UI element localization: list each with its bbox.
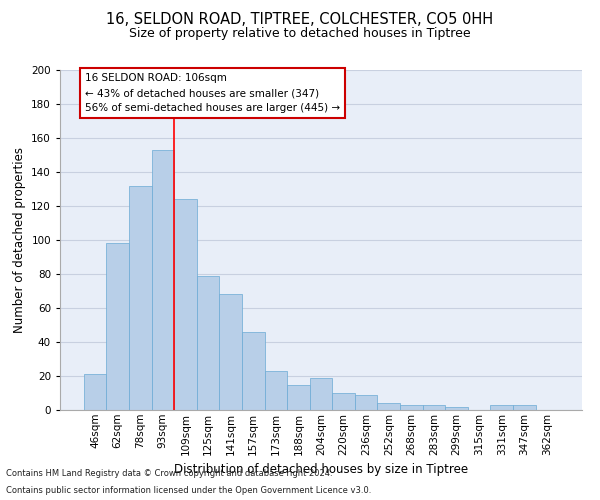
- Bar: [445, 406, 468, 410]
- Bar: [310, 378, 332, 410]
- Bar: [152, 150, 174, 410]
- Bar: [220, 294, 242, 410]
- Bar: [287, 384, 310, 410]
- Y-axis label: Number of detached properties: Number of detached properties: [13, 147, 26, 333]
- Text: Size of property relative to detached houses in Tiptree: Size of property relative to detached ho…: [129, 28, 471, 40]
- Text: 16, SELDON ROAD, TIPTREE, COLCHESTER, CO5 0HH: 16, SELDON ROAD, TIPTREE, COLCHESTER, CO…: [106, 12, 494, 28]
- Bar: [355, 394, 377, 410]
- Bar: [242, 332, 265, 410]
- Bar: [490, 405, 513, 410]
- Bar: [84, 374, 106, 410]
- Bar: [377, 403, 400, 410]
- Bar: [106, 244, 129, 410]
- Bar: [422, 405, 445, 410]
- Bar: [265, 371, 287, 410]
- Bar: [197, 276, 220, 410]
- Text: 16 SELDON ROAD: 106sqm
← 43% of detached houses are smaller (347)
56% of semi-de: 16 SELDON ROAD: 106sqm ← 43% of detached…: [85, 74, 340, 113]
- Bar: [400, 405, 422, 410]
- X-axis label: Distribution of detached houses by size in Tiptree: Distribution of detached houses by size …: [174, 463, 468, 476]
- Bar: [332, 393, 355, 410]
- Bar: [174, 199, 197, 410]
- Text: Contains HM Land Registry data © Crown copyright and database right 2024.: Contains HM Land Registry data © Crown c…: [6, 468, 332, 477]
- Bar: [513, 405, 536, 410]
- Bar: [129, 186, 152, 410]
- Text: Contains public sector information licensed under the Open Government Licence v3: Contains public sector information licen…: [6, 486, 371, 495]
